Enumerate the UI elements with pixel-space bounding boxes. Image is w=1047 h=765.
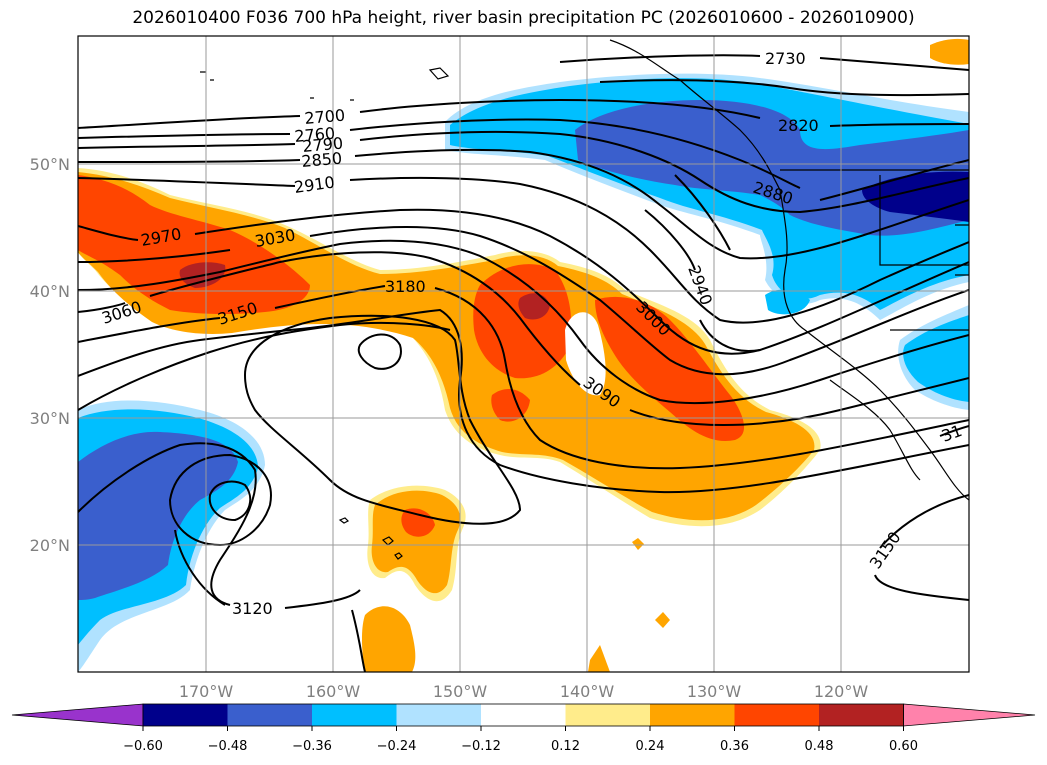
contour-line	[168, 453, 272, 547]
colorbar-segment	[650, 704, 735, 726]
fill-region	[588, 645, 610, 672]
colorbar-tick-label: 0.12	[551, 739, 580, 754]
contour-line	[243, 314, 522, 525]
contour-label: 2730	[765, 49, 806, 68]
colorbar-segment	[565, 704, 651, 726]
fill-region	[595, 296, 745, 441]
colorbar-tick-label: −0.60	[123, 739, 163, 754]
state-border	[879, 175, 969, 331]
contour-line	[939, 425, 969, 437]
contour-line	[879, 494, 969, 549]
contour-label: 2700	[304, 106, 346, 128]
fill-region	[632, 538, 644, 550]
contour-line	[599, 79, 969, 97]
colorbar	[11, 703, 1036, 727]
island	[200, 67, 450, 101]
page-title: 2026010400 F036 700 hPa height, river ba…	[132, 8, 915, 28]
fill-region	[930, 38, 969, 65]
contour-line	[78, 176, 969, 324]
fill-region	[566, 396, 582, 412]
colorbar-segment	[396, 704, 482, 726]
lon-label: 170°W	[179, 682, 234, 701]
contour-line	[874, 574, 969, 601]
lon-label: 160°W	[306, 682, 361, 701]
coastlines	[200, 39, 969, 560]
graticule	[78, 36, 969, 672]
contour-line	[644, 174, 761, 352]
positive-precip-fills	[78, 38, 969, 672]
colorbar-tick-label: −0.48	[208, 739, 248, 754]
fill-region	[765, 289, 810, 315]
lat-label: 50°N	[30, 155, 70, 174]
lat-label: 20°N	[30, 536, 70, 555]
lat-label: 30°N	[30, 409, 70, 428]
contour-label: 3180	[385, 277, 426, 296]
fill-region	[78, 175, 310, 315]
colorbar-ticks: −0.60 −0.48 −0.36 −0.24 −0.12 0.12 0.24 0.36 0.4…	[123, 726, 918, 754]
colorbar-extend-max	[903, 703, 1036, 727]
island	[338, 517, 403, 560]
contour-label: 2790	[302, 134, 344, 156]
colorbar-tick-label: 0.48	[805, 739, 834, 754]
lon-label: 140°W	[560, 682, 615, 701]
colorbar-tick-label: 0.60	[889, 739, 918, 754]
fill-region	[903, 315, 969, 402]
fill-region	[361, 606, 416, 672]
colorbar-segment	[143, 704, 228, 726]
colorbar-tick-label: 0.24	[636, 739, 665, 754]
colorbar-segment	[481, 704, 566, 726]
map-plot-area: 2730 2820 2880 2700 2760 2790 2850 2910 …	[78, 36, 969, 672]
contour-label: 2850	[301, 149, 343, 171]
fill-region	[518, 293, 550, 320]
contour-label: 2760	[294, 124, 336, 146]
height-contours	[78, 54, 969, 672]
contour-line	[78, 251, 969, 426]
colorbar-tick-label: −0.36	[292, 739, 332, 754]
fill-region	[655, 612, 670, 628]
lon-label: 120°W	[814, 682, 869, 701]
coastline	[609, 39, 969, 501]
contour-label: 2820	[778, 116, 819, 135]
fill-region	[371, 490, 461, 594]
longitude-labels: 170°W 160°W 150°W 140°W 130°W 120°W	[179, 682, 869, 701]
contour-line	[208, 480, 252, 522]
lat-label: 40°N	[30, 282, 70, 301]
colorbar-tick-label: 0.36	[720, 739, 749, 754]
colorbar-extend-min	[11, 703, 144, 727]
colorbar-segment	[819, 704, 904, 726]
contour-line	[78, 131, 969, 214]
contour-line	[78, 321, 451, 411]
colorbar-segment	[734, 704, 820, 726]
contour-line	[78, 239, 969, 405]
coastline	[829, 379, 921, 481]
contour-label: 3120	[232, 599, 273, 618]
colorbar-segment	[312, 704, 397, 726]
colorbar-segment	[227, 704, 313, 726]
map-frame	[77, 35, 970, 673]
contour-line	[174, 529, 226, 606]
contour-line	[357, 333, 402, 370]
colorbar-tick-label: −0.12	[461, 739, 501, 754]
latitude-labels: 50°N 40°N 30°N 20°N	[30, 155, 70, 555]
contour-line	[78, 98, 969, 129]
colorbar-tick-label: −0.24	[377, 739, 417, 754]
lon-label: 150°W	[433, 682, 488, 701]
contour-line	[78, 308, 969, 494]
contour-line	[559, 54, 969, 71]
contour-line	[78, 226, 969, 376]
lon-label: 130°W	[687, 682, 742, 701]
fill-region	[401, 508, 435, 537]
fill-region	[78, 431, 238, 600]
contour-line	[78, 148, 969, 260]
colorbar-frame	[142, 703, 904, 727]
contour-line	[78, 442, 366, 672]
